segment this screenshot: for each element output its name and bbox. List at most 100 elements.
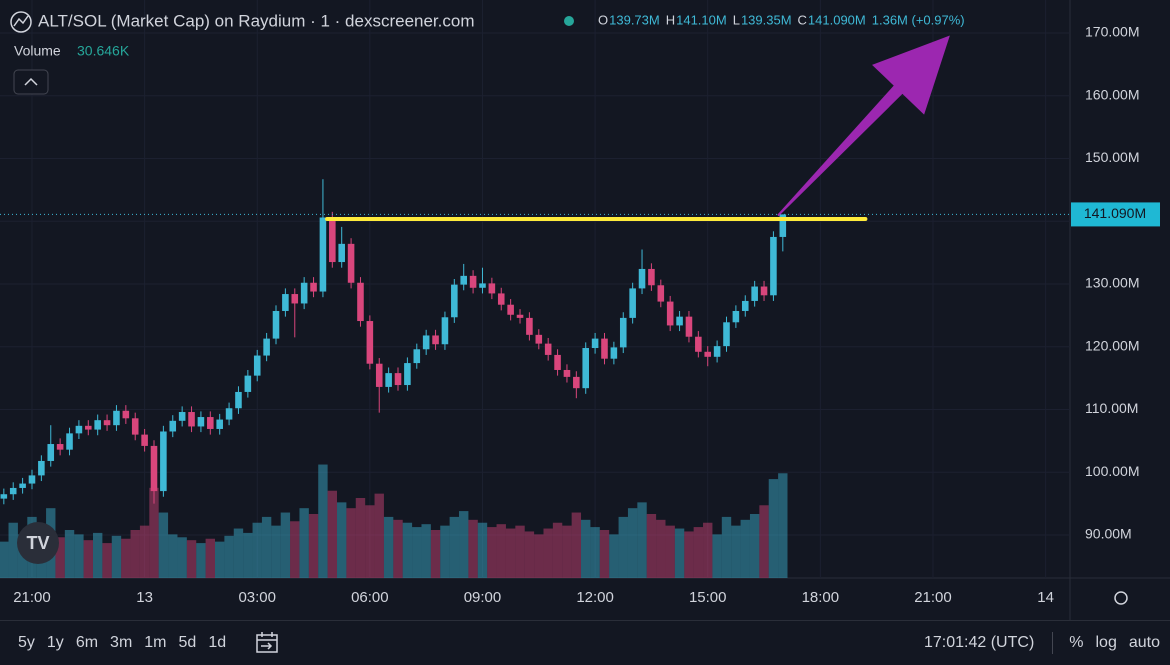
candle-body	[141, 434, 148, 446]
ohlc-value: 139.73M	[609, 12, 660, 27]
volume-bar	[308, 514, 319, 578]
candle-body	[113, 410, 120, 426]
volume-bar	[721, 516, 732, 578]
range-button[interactable]: 1m	[138, 634, 172, 652]
range-button[interactable]: 3m	[104, 634, 138, 652]
volume-bar	[214, 541, 225, 578]
candle-body	[56, 444, 64, 450]
tv-logo	[17, 522, 59, 564]
volume-bar	[149, 487, 159, 578]
candle-body	[713, 346, 721, 357]
x-tick-label: 21:00	[914, 589, 952, 606]
candle-body	[160, 431, 167, 492]
volume-bar	[83, 540, 93, 578]
volume-bar	[252, 522, 262, 578]
range-button[interactable]: 1d	[202, 634, 232, 652]
logo	[13, 15, 29, 27]
volume-bar	[224, 535, 234, 578]
volume-bar	[656, 519, 666, 578]
candle-body	[197, 417, 205, 427]
volume-bar	[271, 525, 281, 578]
candle-body	[704, 351, 712, 357]
ohlc: O 139.73M H 141.10M L 139.35M C 141.090M 1.36M (…	[598, 12, 965, 27]
settings-icon[interactable]	[1114, 591, 1128, 605]
candle-body	[610, 347, 618, 359]
candle-body	[150, 445, 158, 492]
volume-bar	[684, 531, 694, 578]
volume-bar	[778, 473, 788, 578]
plot	[0, 0, 1070, 578]
candle-body	[282, 294, 289, 311]
volume-bar	[168, 534, 178, 578]
volume-bar	[581, 519, 591, 578]
candle-body	[413, 349, 421, 364]
volume-bar	[355, 498, 366, 578]
last-price-label: 141.090M	[1084, 205, 1146, 221]
volume-bar	[712, 534, 722, 578]
candle-body	[507, 304, 514, 315]
candle-body	[66, 433, 73, 450]
date-range-icon[interactable]	[254, 630, 280, 656]
volume-bar	[627, 508, 638, 578]
candle-body	[751, 286, 758, 301]
scale-option[interactable]: %	[1063, 634, 1089, 652]
background	[0, 0, 1170, 620]
x-tick-label: 18:00	[802, 589, 840, 606]
volume-bar	[327, 490, 338, 578]
change: 1.36M (+0.97%)	[872, 12, 965, 27]
volume-bar	[130, 530, 140, 578]
range-button[interactable]: 1y	[41, 634, 70, 652]
candle-body	[770, 236, 777, 296]
volume-bar	[92, 532, 103, 578]
scale-option[interactable]: auto	[1123, 634, 1166, 652]
volume-bar	[703, 522, 713, 578]
x-tick-label: 14	[1037, 589, 1054, 606]
candle-body	[648, 268, 655, 286]
volume-bar	[0, 541, 9, 578]
candle-body	[732, 310, 740, 323]
candle-body	[0, 494, 8, 499]
candle-body	[497, 293, 505, 305]
collapse-button[interactable]	[13, 69, 49, 95]
volume-bar	[430, 530, 441, 578]
volume-bar	[618, 516, 628, 578]
candle-body	[244, 375, 252, 392]
volume-bar	[534, 534, 544, 578]
volume-bar	[609, 534, 619, 578]
volume-bar	[346, 508, 356, 578]
volume-bar	[768, 479, 779, 578]
volume-value: 30.646K	[77, 43, 130, 59]
volume-bar	[412, 527, 422, 578]
volume-bar	[196, 543, 206, 578]
candle-body	[441, 317, 449, 345]
candle-body	[779, 214, 787, 237]
candle-body	[366, 321, 374, 364]
range-button[interactable]: 5y	[12, 634, 41, 652]
y-tick-label: 100.00M	[1085, 463, 1139, 479]
volume-bar	[505, 528, 516, 578]
candle-body	[235, 391, 242, 409]
candle-body	[216, 419, 223, 429]
candle-body	[9, 487, 17, 495]
candle-body	[47, 444, 55, 461]
volume-bar	[749, 514, 760, 578]
volume-bar	[449, 516, 460, 578]
candle-body	[103, 420, 111, 426]
candle-body	[319, 217, 327, 292]
clock: 17:01:42 (UTC)	[924, 634, 1035, 651]
title: ALT/SOL (Market Cap) on Raydium · 1 · de…	[38, 11, 475, 30]
range-button[interactable]: 5d	[173, 634, 203, 652]
candle-body	[723, 322, 730, 347]
volume-bar	[337, 502, 347, 578]
volume-bar	[665, 525, 675, 578]
scale-option[interactable]: log	[1090, 634, 1123, 652]
candle-body	[685, 316, 693, 337]
candle-body	[225, 408, 233, 420]
volume-bar	[740, 519, 750, 578]
candle-body	[169, 420, 177, 432]
ohlc-label: L	[733, 12, 740, 27]
options: % log auto	[1063, 634, 1166, 652]
candle-body	[676, 316, 683, 326]
volume-bar	[496, 524, 506, 578]
range-button[interactable]: 6m	[70, 634, 104, 652]
